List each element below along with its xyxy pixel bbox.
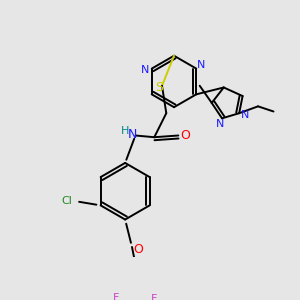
Text: O: O: [180, 129, 190, 142]
Text: N: N: [216, 119, 224, 129]
Text: F: F: [113, 293, 120, 300]
Text: N: N: [127, 128, 137, 141]
Text: O: O: [133, 243, 143, 256]
Text: S: S: [155, 81, 164, 94]
Text: N: N: [241, 110, 249, 120]
Text: H: H: [121, 126, 129, 136]
Text: N: N: [141, 65, 149, 75]
Text: F: F: [151, 294, 158, 300]
Text: N: N: [196, 60, 205, 70]
Text: Cl: Cl: [61, 196, 72, 206]
